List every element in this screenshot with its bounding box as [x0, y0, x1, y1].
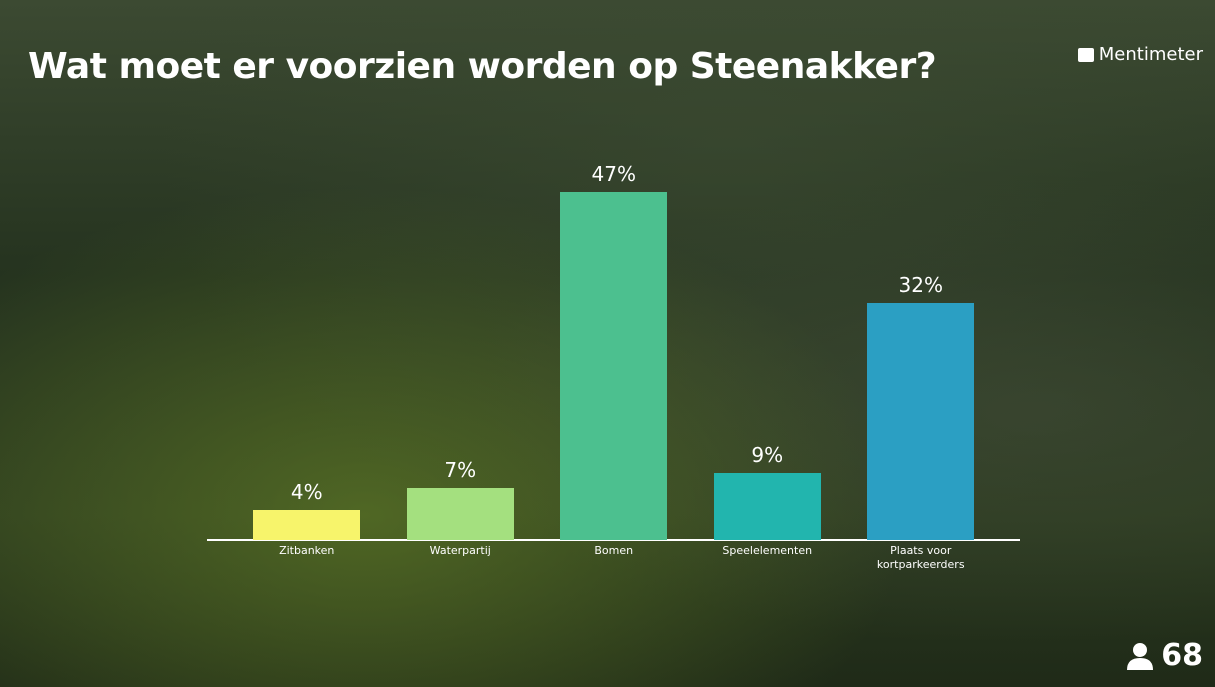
participant-count: 68 [1127, 638, 1203, 673]
category-label: Bomen [549, 544, 679, 558]
category-label: Plaats voor kortparkeerders [856, 544, 986, 572]
category-label: Zitbanken [242, 544, 372, 558]
bar [407, 488, 514, 540]
participants: 68 [1161, 638, 1203, 673]
brand-logo [1078, 48, 1094, 62]
value-label: 9% [707, 443, 827, 467]
chart-title: Wat moet er voorzien worden op Steenakke… [28, 46, 936, 87]
bar [867, 303, 974, 540]
brand: Mentimeter [1078, 44, 1203, 65]
category-label: Waterpartij [395, 544, 525, 558]
value-label: 7% [400, 458, 520, 482]
brand-name: Mentimeter [1099, 44, 1203, 65]
bar [253, 510, 360, 540]
bar [560, 192, 667, 540]
category-label: Speelelementen [702, 544, 832, 558]
person-icon [1127, 642, 1153, 670]
value-label: 32% [861, 273, 981, 297]
slide: Wat moet er voorzien worden op Steenakke… [0, 0, 1215, 687]
value-label: 4% [247, 480, 367, 504]
bar [714, 473, 821, 540]
value-label: 47% [554, 162, 674, 186]
